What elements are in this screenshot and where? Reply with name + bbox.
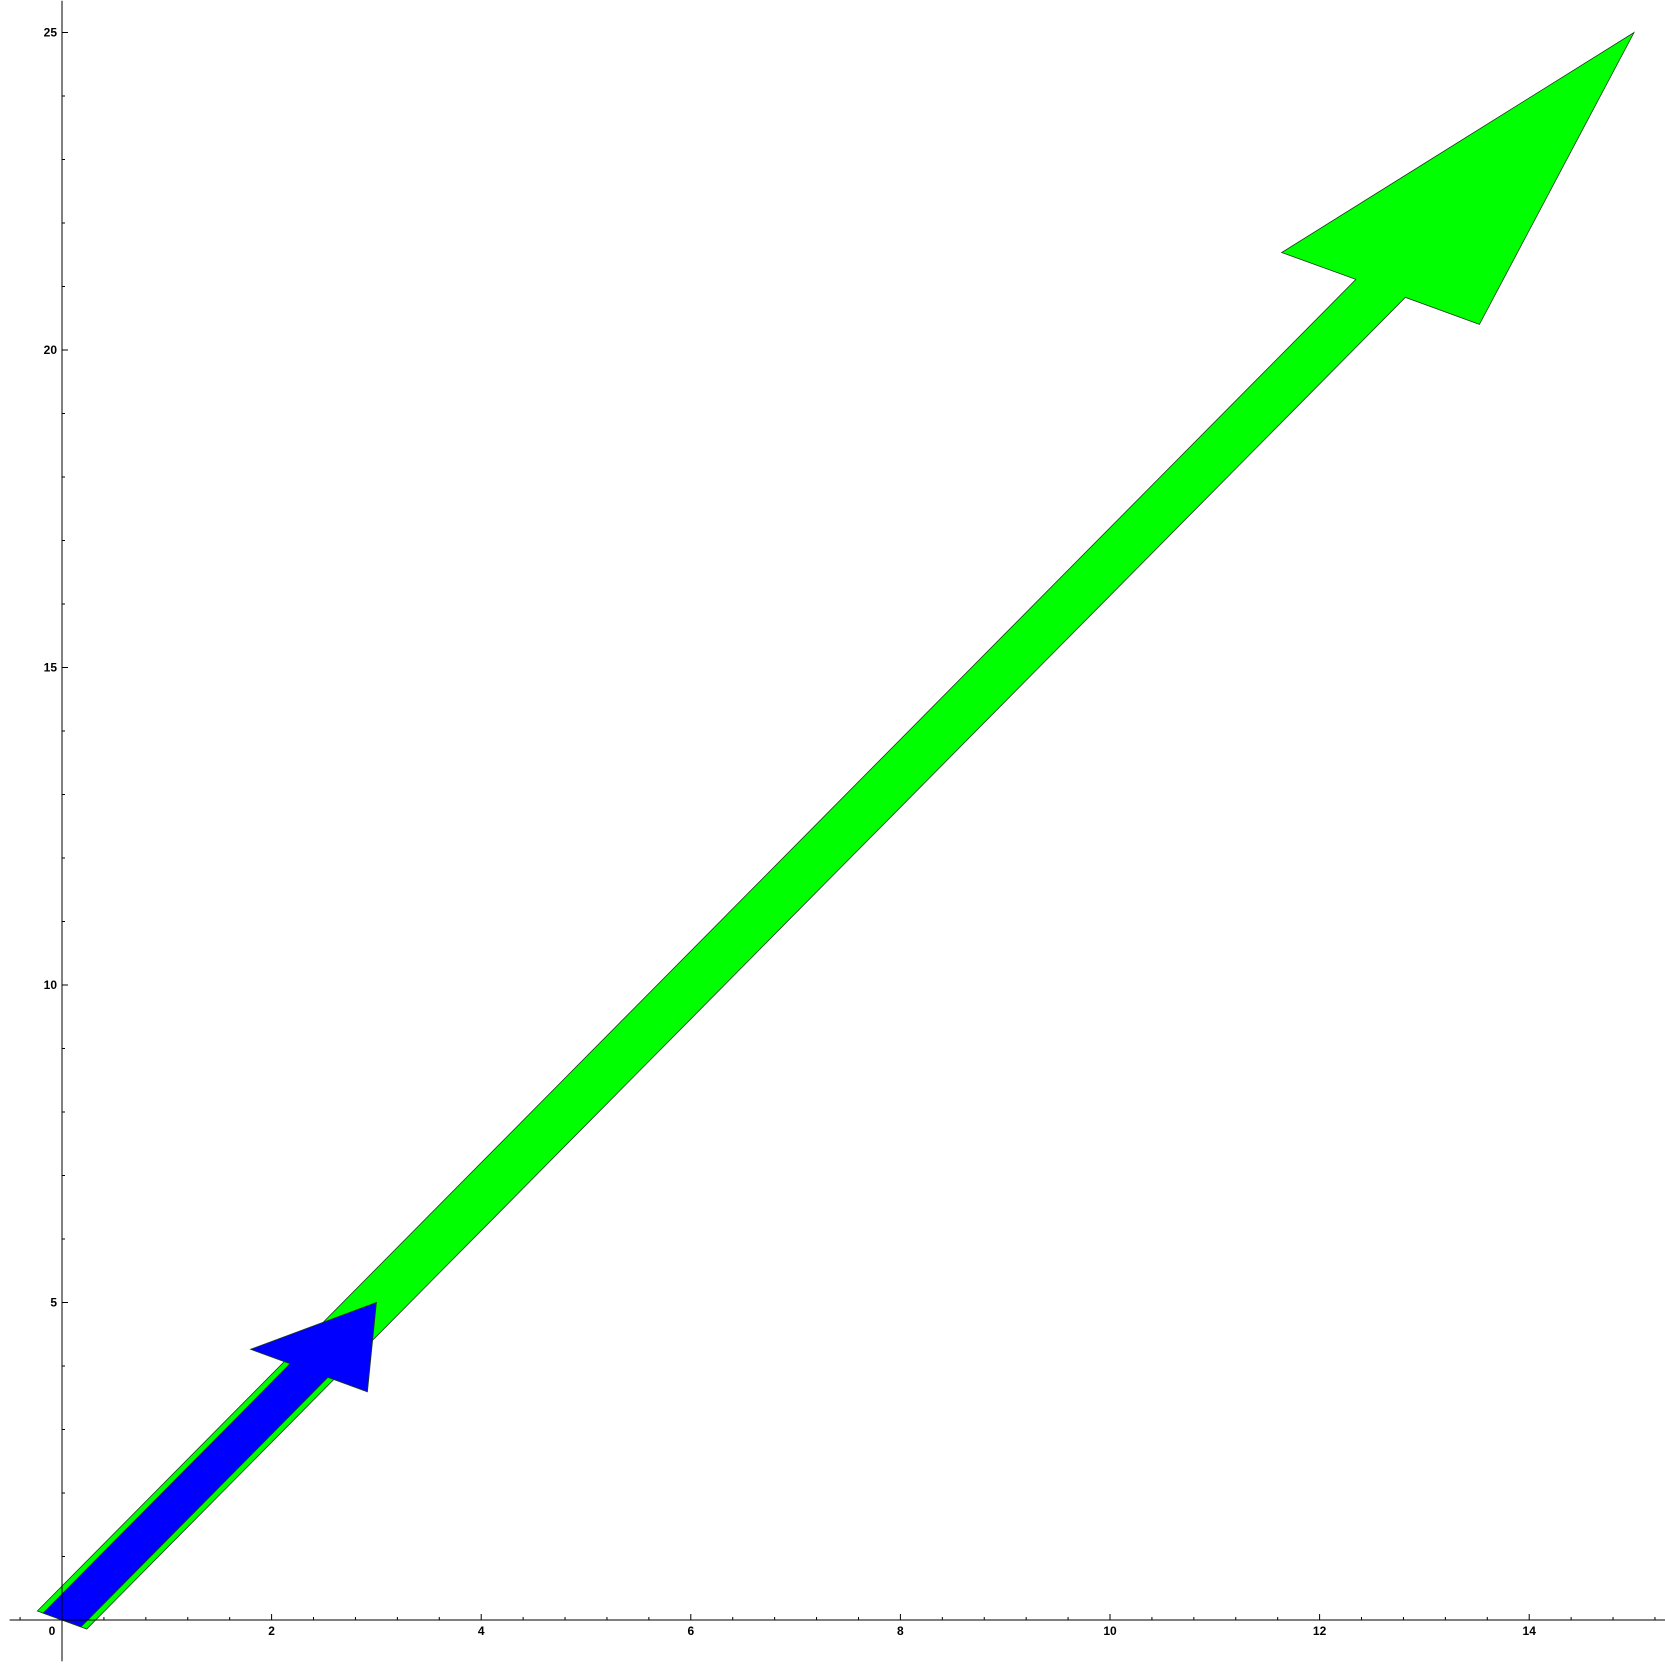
y-tick-label: 25 xyxy=(44,26,58,40)
y-tick-label: 5 xyxy=(50,1296,57,1310)
x-tick-label: 2 xyxy=(268,1624,275,1638)
vector-arrow-1 xyxy=(36,31,1636,1630)
vector-arrow-2 xyxy=(42,1301,377,1628)
arrows-layer xyxy=(36,31,1636,1630)
x-tick-label: 0 xyxy=(49,1624,56,1638)
y-tick-label: 20 xyxy=(44,343,58,357)
x-tick-label: 6 xyxy=(687,1624,694,1638)
y-tick-label: 15 xyxy=(44,661,58,675)
x-tick-label: 4 xyxy=(478,1624,485,1638)
x-tick-label: 10 xyxy=(1103,1624,1117,1638)
x-tick-label: 12 xyxy=(1313,1624,1327,1638)
axes-layer: 0 2 4 6 8 10 12 14 5 10 15 20 25 xyxy=(9,0,1665,1662)
y-tick-label: 10 xyxy=(44,978,58,992)
x-tick-label: 8 xyxy=(897,1624,904,1638)
x-tick-label: 14 xyxy=(1523,1624,1537,1638)
